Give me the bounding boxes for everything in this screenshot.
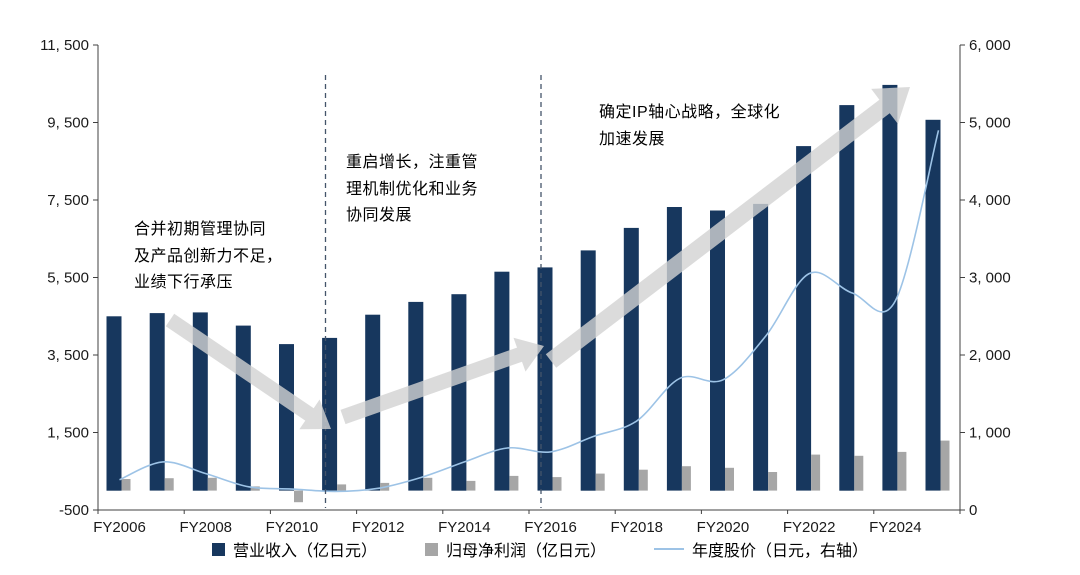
profit-bar-FY2020 (725, 467, 734, 491)
annotation-phase1-line1: 合并初期管理协同 (134, 221, 267, 238)
annotation-phase2-line2: 理机制优化和业务 (346, 180, 479, 198)
annotation-phase3-line1: 确定IP轴心战略，全球化 (599, 104, 781, 121)
annotation-phase3-line2: 加速发展 (599, 130, 666, 148)
legend-label-revenue: 营业收入（亿日元） (232, 543, 377, 560)
profit-bar-FY2023 (854, 455, 864, 491)
profit-bar-FY2019 (681, 466, 691, 491)
profit-bar-series (121, 440, 950, 503)
profit-bar-FY2007 (164, 478, 174, 491)
annotation-phase2-line3: 协同发展 (346, 207, 413, 224)
profit-bar-FY2014 (466, 480, 476, 491)
left-axis-label: 11, 500 (40, 37, 89, 54)
annotation-phase1: 合并初期管理协同 及产品创新力不足， 业绩下行承压 (134, 217, 283, 297)
x-axis-label: FY2024 (869, 519, 922, 536)
revenue-bar-FY2016 (537, 267, 553, 491)
revenue-bar-FY2007 (149, 313, 165, 491)
annotation-phase1-line2: 及产品创新力不足， (134, 247, 283, 265)
revenue-bar-FY2023 (839, 105, 855, 491)
profit-bar-swatch (424, 542, 438, 556)
annotation-phase3: 确定IP轴心战略，全球化 加速发展 (599, 100, 780, 153)
legend-item-stock-price: 年度股价（日元，右轴） (654, 537, 868, 561)
x-axis-label: FY2006 (93, 519, 146, 536)
profit-bar-FY2013 (423, 477, 433, 491)
revenue-bar-FY2006 (106, 316, 122, 491)
revenue-bar-FY2010 (279, 344, 294, 491)
profit-bar-FY2022 (811, 454, 821, 491)
annotation-phase1-line3: 业绩下行承压 (134, 274, 234, 291)
revenue-bar-FY2018 (623, 227, 639, 491)
right-axis-label: 2, 000 (969, 347, 1011, 364)
x-axis-label: FY2022 (783, 519, 836, 536)
stock-price-line (119, 130, 940, 493)
profit-bar-FY2016 (552, 477, 562, 491)
revenue-bar-FY2022 (796, 146, 812, 491)
stock-line-swatch (654, 548, 684, 550)
profit-bar-FY2021 (768, 472, 778, 491)
right-axis-label: 4, 000 (969, 192, 1011, 209)
annotation-phase2-line1: 重启增长，注重管 (346, 154, 479, 171)
legend-label-profit: 归母净利润（亿日元） (445, 543, 606, 560)
revenue-bar-FY2020 (710, 210, 725, 491)
left-axis-label: 1, 500 (47, 425, 89, 442)
trend-arrow-decline (165, 313, 331, 430)
left-axis-label: 7, 500 (47, 192, 89, 209)
x-axis-label: FY2018 (610, 519, 663, 536)
x-axis-label: FY2010 (266, 519, 319, 536)
profit-bar-FY2008 (207, 477, 217, 491)
legend-label-stock-price: 年度股价（日元，右轴） (692, 543, 869, 560)
profit-bar-FY2009 (250, 486, 260, 491)
profit-bar-FY2024 (897, 451, 907, 491)
profit-bar-FY2017 (595, 473, 605, 491)
x-axis-label: FY2012 (352, 519, 405, 536)
revenue-bar-FY2015 (494, 271, 510, 491)
x-axis-label: FY2014 (438, 519, 491, 536)
revenue-bar-FY2017 (580, 250, 596, 491)
profit-bar-FY2018 (638, 469, 648, 491)
legend-item-revenue: 营业收入（亿日元） (211, 537, 377, 561)
chart-legend: 营业收入（亿日元） 归母净利润（亿日元） 年度股价（日元，右轴） (0, 537, 1080, 561)
trend-arrow-growth (545, 87, 910, 368)
right-axis-label: 6, 000 (969, 37, 1011, 54)
revenue-bar-FY2009 (235, 325, 251, 491)
x-axis-label: FY2008 (179, 519, 232, 536)
profit-bar-FY2006 (121, 479, 131, 491)
left-axis-label: 3, 500 (47, 347, 89, 364)
x-axis-label: FY2020 (697, 519, 750, 536)
left-axis-label: -500 (59, 502, 89, 519)
annotation-phase2: 重启增长，注重管 理机制优化和业务 协同发展 (346, 150, 478, 230)
revenue-bar-FY2014 (451, 294, 467, 491)
revenue-bar-series (106, 84, 941, 491)
revenue-bar-FY2019 (666, 207, 682, 491)
x-axis-label: FY2016 (524, 519, 577, 536)
revenue-bar-FY2021 (753, 203, 769, 491)
right-axis-label: 3, 000 (969, 270, 1011, 287)
right-axis-label: 1, 000 (969, 425, 1011, 442)
profit-bar-FY2015 (509, 475, 519, 491)
revenue-bar-FY2025 (925, 119, 941, 491)
legend-item-profit: 归母净利润（亿日元） (424, 537, 606, 561)
trend-arrow-recovery (340, 337, 544, 425)
profit-bar-FY2011 (337, 484, 347, 491)
profit-bar-FY2025 (940, 440, 950, 491)
right-axis-label: 0 (969, 502, 977, 519)
profit-bar-FY2010 (294, 490, 303, 503)
revenue-bar-swatch (211, 542, 225, 556)
left-axis-label: 5, 500 (47, 270, 89, 287)
right-axis-label: 5, 000 (969, 115, 1011, 132)
revenue-bar-FY2008 (192, 312, 208, 491)
left-axis-label: 9, 500 (47, 115, 89, 132)
revenue-bar-FY2024 (882, 84, 898, 491)
